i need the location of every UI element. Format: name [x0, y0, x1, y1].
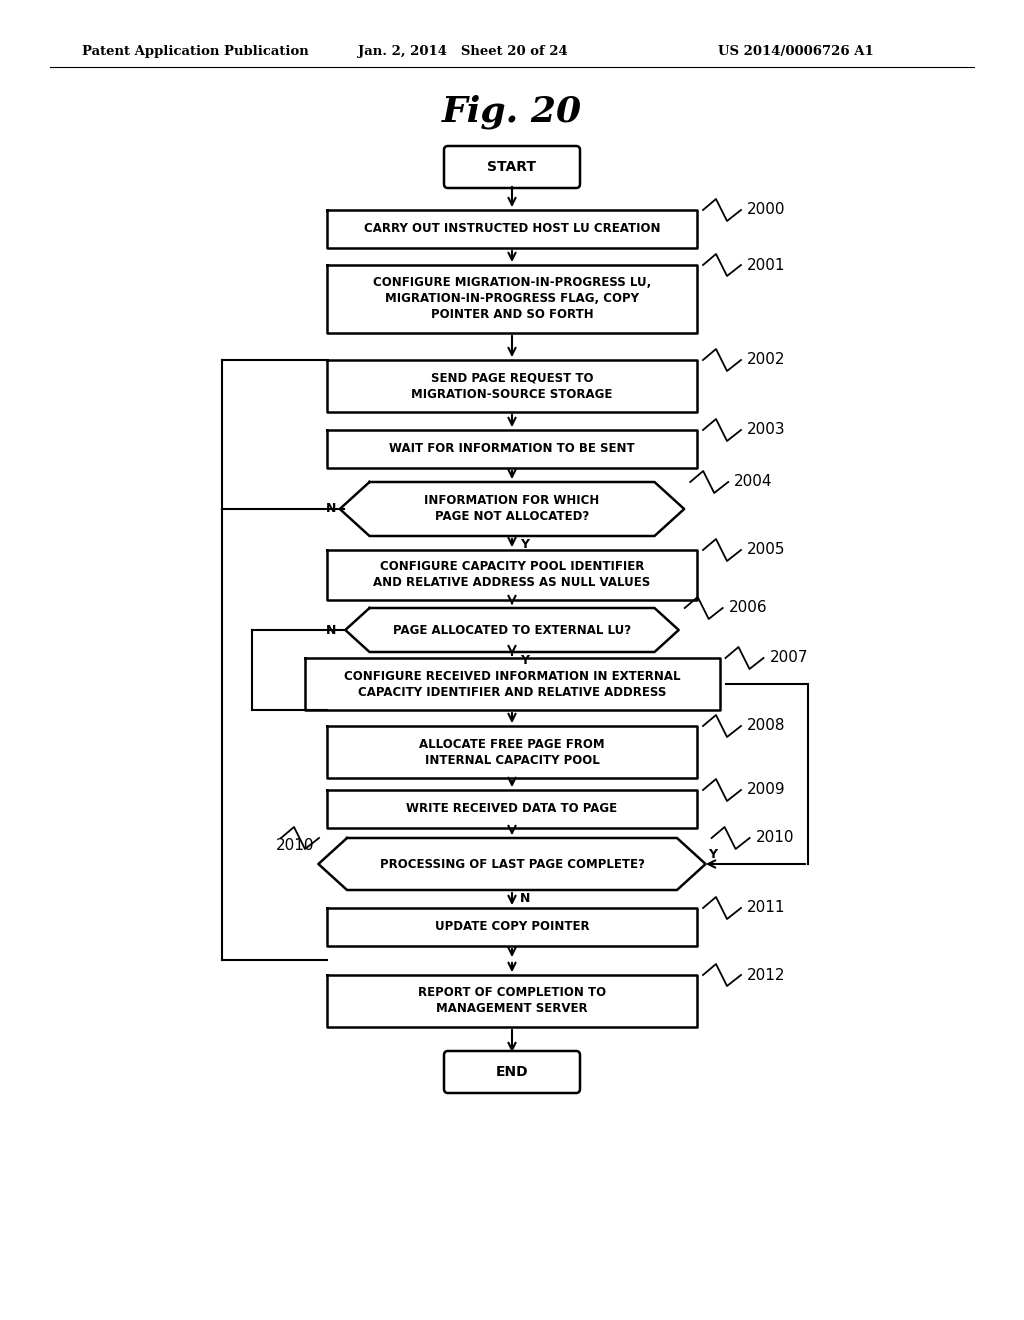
- Polygon shape: [327, 210, 697, 248]
- Text: Patent Application Publication: Patent Application Publication: [82, 45, 309, 58]
- Text: UPDATE COPY POINTER: UPDATE COPY POINTER: [434, 920, 590, 933]
- Text: 2012: 2012: [746, 968, 785, 982]
- FancyBboxPatch shape: [444, 1051, 580, 1093]
- Text: 2002: 2002: [746, 352, 785, 367]
- Text: INFORMATION FOR WHICH
PAGE NOT ALLOCATED?: INFORMATION FOR WHICH PAGE NOT ALLOCATED…: [424, 495, 600, 524]
- Polygon shape: [327, 430, 697, 469]
- Polygon shape: [327, 975, 697, 1027]
- Polygon shape: [327, 908, 697, 946]
- Text: Y: Y: [708, 847, 717, 861]
- Text: 2003: 2003: [746, 422, 785, 437]
- Polygon shape: [318, 838, 706, 890]
- Text: WAIT FOR INFORMATION TO BE SENT: WAIT FOR INFORMATION TO BE SENT: [389, 442, 635, 455]
- Text: 2004: 2004: [734, 474, 773, 490]
- Text: CARRY OUT INSTRUCTED HOST LU CREATION: CARRY OUT INSTRUCTED HOST LU CREATION: [364, 223, 660, 235]
- Text: PAGE ALLOCATED TO EXTERNAL LU?: PAGE ALLOCATED TO EXTERNAL LU?: [393, 623, 631, 636]
- Text: US 2014/0006726 A1: US 2014/0006726 A1: [718, 45, 873, 58]
- Polygon shape: [345, 609, 679, 652]
- Polygon shape: [327, 789, 697, 828]
- Text: 2008: 2008: [746, 718, 785, 734]
- Text: SEND PAGE REQUEST TO
MIGRATION-SOURCE STORAGE: SEND PAGE REQUEST TO MIGRATION-SOURCE ST…: [412, 371, 612, 400]
- Polygon shape: [327, 360, 697, 412]
- Text: END: END: [496, 1065, 528, 1078]
- Text: 2010: 2010: [756, 830, 794, 846]
- Text: 2001: 2001: [746, 257, 785, 272]
- Text: 2010: 2010: [276, 838, 314, 854]
- Text: CONFIGURE RECEIVED INFORMATION IN EXTERNAL
CAPACITY IDENTIFIER AND RELATIVE ADDR: CONFIGURE RECEIVED INFORMATION IN EXTERN…: [344, 669, 680, 698]
- Text: REPORT OF COMPLETION TO
MANAGEMENT SERVER: REPORT OF COMPLETION TO MANAGEMENT SERVE…: [418, 986, 606, 1015]
- Text: ALLOCATE FREE PAGE FROM
INTERNAL CAPACITY POOL: ALLOCATE FREE PAGE FROM INTERNAL CAPACIT…: [419, 738, 605, 767]
- Text: Y: Y: [520, 537, 529, 550]
- Text: Jan. 2, 2014   Sheet 20 of 24: Jan. 2, 2014 Sheet 20 of 24: [358, 45, 567, 58]
- Polygon shape: [327, 265, 697, 333]
- Text: 2006: 2006: [729, 601, 767, 615]
- Text: 2000: 2000: [746, 202, 785, 218]
- Text: 2005: 2005: [746, 543, 785, 557]
- Text: Y: Y: [520, 653, 529, 667]
- Polygon shape: [327, 726, 697, 777]
- Text: 2009: 2009: [746, 783, 785, 797]
- Text: START: START: [487, 160, 537, 174]
- Text: N: N: [326, 503, 337, 516]
- Polygon shape: [340, 482, 684, 536]
- Text: CONFIGURE MIGRATION-IN-PROGRESS LU,
MIGRATION-IN-PROGRESS FLAG, COPY
POINTER AND: CONFIGURE MIGRATION-IN-PROGRESS LU, MIGR…: [373, 276, 651, 322]
- Text: N: N: [326, 623, 337, 636]
- FancyBboxPatch shape: [444, 147, 580, 187]
- Text: N: N: [520, 891, 530, 904]
- Polygon shape: [304, 657, 720, 710]
- Text: 2007: 2007: [769, 651, 808, 665]
- Polygon shape: [327, 550, 697, 601]
- Text: PROCESSING OF LAST PAGE COMPLETE?: PROCESSING OF LAST PAGE COMPLETE?: [380, 858, 644, 870]
- Text: Fig. 20: Fig. 20: [442, 95, 582, 129]
- Text: CONFIGURE CAPACITY POOL IDENTIFIER
AND RELATIVE ADDRESS AS NULL VALUES: CONFIGURE CAPACITY POOL IDENTIFIER AND R…: [374, 561, 650, 590]
- Text: 2011: 2011: [746, 900, 785, 916]
- Text: WRITE RECEIVED DATA TO PAGE: WRITE RECEIVED DATA TO PAGE: [407, 803, 617, 816]
